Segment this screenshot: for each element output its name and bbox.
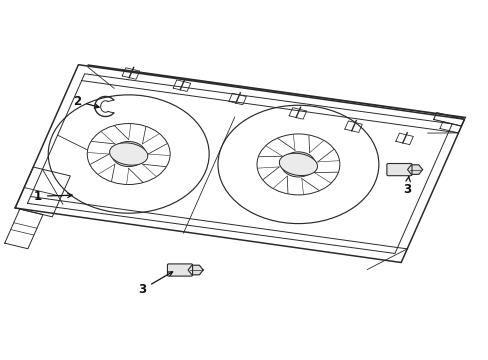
Ellipse shape xyxy=(109,143,147,165)
Text: 2: 2 xyxy=(73,95,99,108)
FancyBboxPatch shape xyxy=(167,264,192,276)
Polygon shape xyxy=(188,265,203,275)
Text: 1: 1 xyxy=(34,190,72,203)
Polygon shape xyxy=(407,165,422,174)
Circle shape xyxy=(111,141,145,167)
Text: 3: 3 xyxy=(402,177,410,195)
Circle shape xyxy=(281,152,315,177)
Text: 3: 3 xyxy=(138,272,172,296)
Ellipse shape xyxy=(279,153,317,176)
FancyBboxPatch shape xyxy=(386,163,411,176)
